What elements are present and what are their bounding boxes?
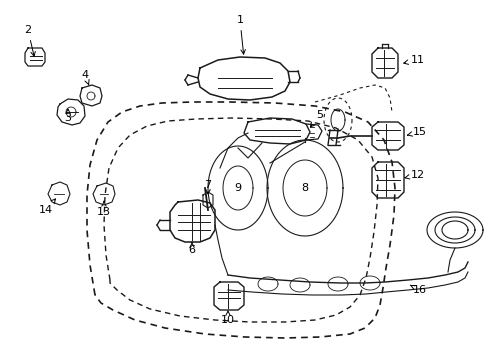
Text: 10: 10	[221, 311, 235, 325]
Text: 15: 15	[407, 127, 426, 137]
Text: 13: 13	[97, 201, 111, 217]
Text: 3: 3	[64, 109, 71, 123]
Text: 1: 1	[236, 15, 245, 54]
Text: 9: 9	[234, 183, 241, 193]
Text: 11: 11	[403, 55, 424, 65]
Text: 6: 6	[188, 242, 195, 255]
Text: 16: 16	[409, 285, 426, 295]
Text: 14: 14	[39, 199, 55, 215]
Text: 7: 7	[204, 180, 211, 194]
Text: 4: 4	[81, 70, 89, 85]
Text: 12: 12	[404, 170, 424, 180]
Text: 8: 8	[301, 183, 308, 193]
Text: 2: 2	[24, 25, 35, 56]
Text: 5: 5	[310, 110, 323, 127]
